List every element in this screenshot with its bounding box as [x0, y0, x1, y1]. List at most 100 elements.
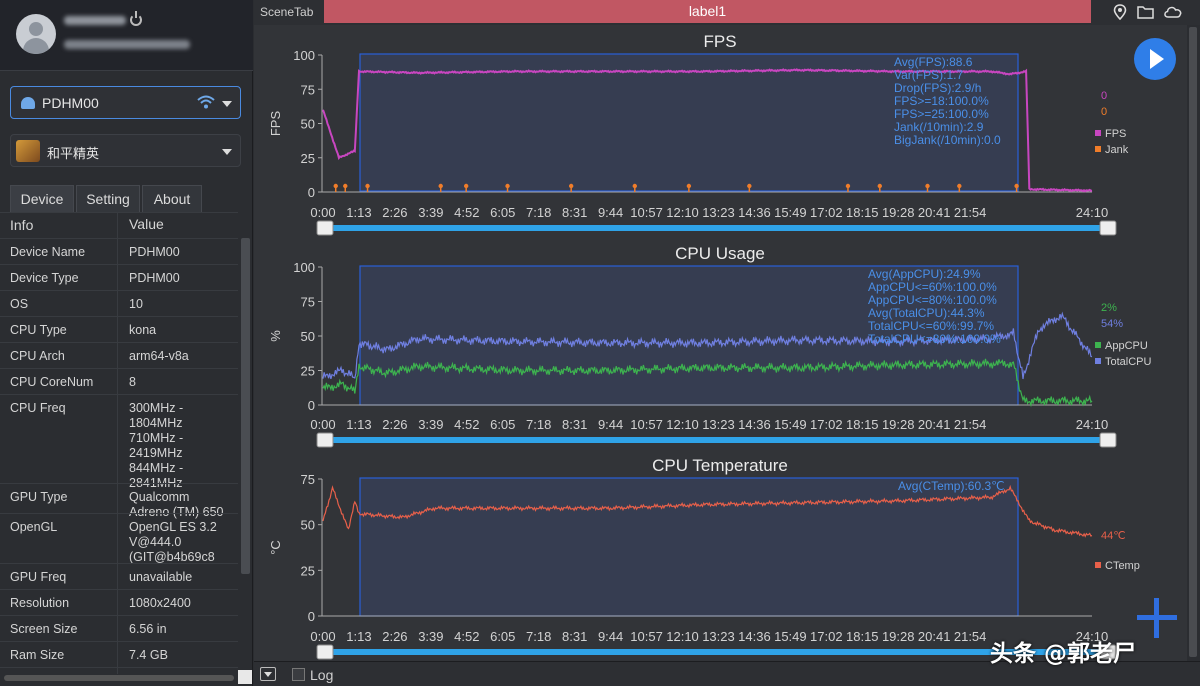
jank-marker-dot: [365, 183, 370, 189]
x-tick-label: 10:57: [630, 417, 663, 432]
stat-annotation: Avg(FPS):88.6: [894, 55, 973, 69]
stat-annotation: FPS>=25:100.0%: [894, 107, 989, 121]
row-key: CPU Arch: [10, 349, 65, 363]
jank-marker-dot: [568, 183, 574, 189]
y-tick-label: 75: [301, 82, 315, 97]
current-value: 44℃: [1101, 530, 1126, 542]
row-key: Device Name: [10, 245, 86, 259]
stat-annotation: Var(FPS):1.7: [894, 68, 963, 82]
cloud-icon[interactable]: [1163, 4, 1183, 23]
avatar[interactable]: [16, 14, 56, 54]
scene-tab[interactable]: SceneTab: [260, 5, 314, 19]
location-icon[interactable]: [1113, 4, 1127, 24]
jank-marker-dot: [463, 183, 469, 189]
row-key: GPU Freq: [10, 570, 67, 584]
x-tick-label: 1:13: [346, 417, 371, 432]
row-value: unavailable: [129, 570, 193, 584]
tab-label1[interactable]: label1: [324, 0, 1091, 23]
time-range-slider: [325, 225, 1104, 231]
row-key: CPU Freq: [10, 401, 66, 415]
row-value: 6.56 in: [129, 622, 167, 636]
x-tick-label: 19:28: [882, 205, 915, 220]
row-key: Resolution: [10, 596, 70, 610]
row-value: PDHM00: [129, 245, 180, 259]
row-key: Device Type: [10, 271, 79, 285]
x-tick-label: 12:10: [666, 417, 699, 432]
charts-canvas: FPS 0 25 50 75 100 FPS 0:00 1:13 2:26 3:39 4:52 6:05…: [268, 32, 1152, 660]
x-tick-label: 2:26: [382, 417, 407, 432]
x-tick-label: 0:00: [310, 629, 335, 644]
app-name: 和平精英: [47, 147, 100, 162]
slider-handle-right: [1099, 432, 1117, 448]
legend-label: FPS: [1105, 128, 1126, 140]
y-axis-label: FPS: [268, 111, 283, 137]
row-value: 1080x2400: [129, 596, 191, 610]
legend-swatch: [1095, 358, 1101, 364]
legend-label: Jank: [1105, 144, 1129, 156]
stat-annotation: AppCPU<=80%:100.0%: [868, 293, 997, 307]
app-dropdown[interactable]: 和平精英: [10, 134, 241, 167]
row-value: 300MHz - 1804MHz 710MHz - 2419MHz 844MHz…: [129, 401, 184, 490]
expand-log-button[interactable]: [260, 667, 276, 681]
play-button[interactable]: [1134, 38, 1176, 80]
legend-swatch: [1095, 146, 1101, 152]
x-tick-label: 4:52: [454, 629, 479, 644]
table-row: Resolution 1080x2400: [0, 589, 238, 615]
stat-annotation: TotalCPU<=80%:100.0%: [868, 332, 1001, 346]
log-checkbox[interactable]: [292, 668, 305, 681]
table-row: LMK Threshold216MB: [0, 667, 238, 674]
device-dropdown[interactable]: PDHM00: [10, 86, 241, 119]
row-value: Qualcomm Adreno (TM) 650: [129, 490, 224, 519]
table-row: Screen Size 6.56 in: [0, 615, 238, 641]
x-tick-label: 17:02: [810, 629, 843, 644]
x-tick-label: 12:10: [666, 205, 699, 220]
y-tick-label: 100: [293, 260, 315, 275]
table-row: Device Type PDHM00: [0, 264, 238, 290]
x-tick-label: 1:13: [346, 629, 371, 644]
jank-marker-dot: [333, 183, 338, 189]
selection-region: [359, 477, 1019, 617]
power-icon[interactable]: [130, 11, 142, 26]
x-tick-label: 13:23: [702, 417, 735, 432]
x-tick-label: 4:52: [454, 205, 479, 220]
x-tick-label: 9:44: [598, 417, 623, 432]
x-tick-label: 3:39: [418, 417, 443, 432]
slider-handle-right: [1099, 220, 1117, 236]
y-tick-label: 0: [308, 609, 315, 624]
jank-marker-dot: [343, 183, 348, 189]
x-tick-label: 18:15: [846, 205, 879, 220]
x-tick-label: 20:41: [918, 417, 951, 432]
tab-device[interactable]: Device: [10, 185, 74, 212]
table-horizontal-scrollbar[interactable]: [4, 675, 234, 681]
jank-marker-dot: [1014, 183, 1019, 189]
x-tick-label: 19:28: [882, 417, 915, 432]
x-tick-label: 7:18: [526, 629, 551, 644]
x-tick-label: 13:23: [702, 205, 735, 220]
stat-annotation: Avg(CTemp):60.3℃: [898, 479, 1005, 493]
row-key: GPU Type: [10, 490, 68, 504]
stat-annotation: Jank(/10min):2.9: [894, 120, 984, 134]
current-value: 0: [1101, 106, 1107, 118]
table-header: Info Value: [0, 212, 238, 238]
tab-setting[interactable]: Setting: [76, 185, 140, 212]
current-value: 0: [1101, 90, 1107, 102]
legend-label: CTemp: [1105, 560, 1140, 572]
row-key: Screen Size: [10, 622, 78, 636]
folder-icon[interactable]: [1137, 4, 1154, 23]
x-tick-label: 24:10: [1076, 205, 1109, 220]
watermark: 头条 @郭老尸: [990, 641, 1137, 667]
series-line-AppCPU: [322, 358, 1093, 408]
time-range-slider: [325, 437, 1104, 443]
chevron-down-icon: [222, 101, 232, 107]
x-tick-label: 21:54: [954, 205, 987, 220]
stat-annotation: FPS>=18:100.0%: [894, 94, 989, 108]
chart-panel: FPS 0 25 50 75 100 FPS 0:00 1:13 2:26 3:39 4:52 6:05…: [254, 25, 1187, 661]
x-tick-label: 8:31: [562, 417, 587, 432]
row-value: arm64-v8a: [129, 349, 189, 363]
tab-about[interactable]: About: [142, 185, 202, 212]
add-chart-button[interactable]: [1137, 598, 1177, 638]
table-scrollbar[interactable]: [241, 238, 250, 574]
x-tick-label: 9:44: [598, 629, 623, 644]
table-row: GPU Type Qualcomm Adreno (TM) 650: [0, 483, 238, 519]
chart-scrollbar[interactable]: [1187, 25, 1200, 661]
